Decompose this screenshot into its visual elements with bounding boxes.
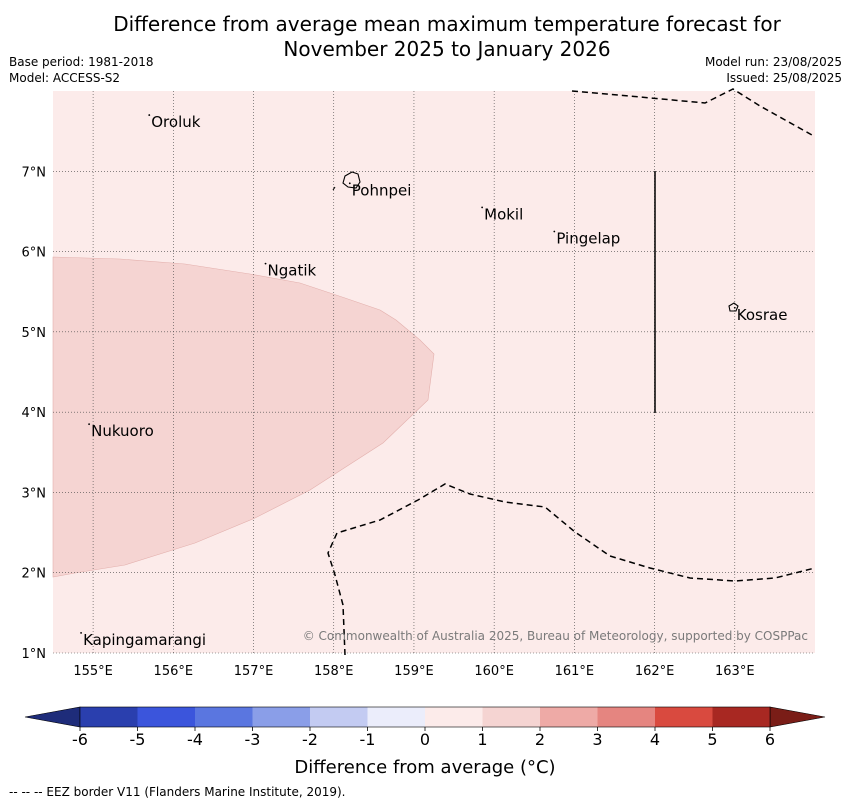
colorbar-bin — [137, 707, 195, 727]
lat-tick-label: 7°N — [22, 165, 47, 180]
base-period: Base period: 1981-2018 — [9, 55, 154, 69]
lon-tick-label: 163°E — [715, 664, 755, 679]
colorbar-bin — [540, 707, 598, 727]
meta-right: Model run: 23/08/2025 Issued: 25/08/2025 — [705, 54, 842, 86]
place-marker — [553, 230, 556, 233]
model-name: Model: ACCESS-S2 — [9, 71, 121, 85]
place-label-pingelap: Pingelap — [556, 230, 620, 248]
colorbar-over-extension — [769, 706, 826, 728]
place-label-mokil: Mokil — [484, 205, 523, 223]
place-label-nukuoro: Nukuoro — [91, 422, 154, 440]
colorbar-tick-label: 5 — [707, 730, 717, 749]
title-line-1: Difference from average mean maximum tem… — [113, 12, 781, 36]
place-marker — [80, 632, 82, 634]
lon-tick-label: 156°E — [154, 664, 194, 679]
lon-tick-label: 160°E — [474, 664, 514, 679]
lon-tick-label: 155°E — [73, 664, 113, 679]
eez-border-south — [327, 483, 816, 656]
pohnpei-island — [342, 171, 361, 189]
colorbar-bin — [195, 707, 253, 727]
colorbar-ticks: -6 -5 -4 -3 -2 -1 0 1 2 3 4 5 6 — [72, 727, 775, 749]
place-label-oroluk: Oroluk — [151, 113, 200, 131]
anomaly-region — [52, 256, 435, 578]
colorbar-bin — [310, 707, 368, 727]
colorbar-label: Difference from average (°C) — [294, 757, 556, 778]
place-marker — [481, 206, 484, 209]
colorbar-tick-label: -3 — [245, 730, 261, 749]
colorbar-under-extension — [24, 706, 81, 728]
lat-tick-label: 1°N — [22, 647, 47, 662]
place-marker — [88, 423, 90, 426]
colorbar-tick-label: -6 — [72, 730, 88, 749]
model-run: Model run: 23/08/2025 — [704, 55, 842, 69]
lat-tick-label: 2°N — [22, 567, 47, 582]
lon-tick-label: 161°E — [555, 664, 595, 679]
footer-note: -- -- -- EEZ border V11 (Flanders Marine… — [9, 785, 346, 799]
lon-tick-label: 157°E — [234, 664, 274, 679]
place-label-ngatik: Ngatik — [268, 262, 317, 280]
longitude-ticks: 155°E 156°E 157°E 158°E 159°E 160°E 161°E 162°E… — [73, 664, 754, 679]
issued-date: Issued: 25/08/2025 — [726, 71, 842, 85]
colorbar-tick-label: 0 — [420, 730, 430, 749]
colorbar-bin — [712, 707, 770, 727]
colorbar-tick-label: 1 — [477, 730, 487, 749]
place-label-kosrae: Kosrae — [737, 306, 788, 324]
colorbar-tick-label: -4 — [187, 730, 203, 749]
place-labels: Oroluk Pohnpei Mokil Pingelap Ngatik Kosrae Nu… — [80, 113, 787, 649]
title-line-2: November 2025 to January 2026 — [283, 37, 611, 61]
colorbar-tick-label: -2 — [302, 730, 318, 749]
colorbar-bin — [367, 707, 425, 727]
colorbar-bin — [597, 707, 655, 727]
place-marker — [733, 306, 736, 309]
colorbar-tick-label: -5 — [130, 730, 146, 749]
lat-tick-label: 3°N — [22, 486, 47, 501]
chart-title: Difference from average mean maximum tem… — [0, 12, 850, 62]
colorbar-tick-label: 6 — [765, 730, 775, 749]
place-label-pohnpei: Pohnpei — [352, 181, 412, 199]
credit-text: © Commonwealth of Australia 2025, Bureau… — [303, 629, 808, 643]
lat-tick-label: 6°N — [22, 246, 47, 261]
place-label-kapingamarangi: Kapingamarangi — [83, 631, 206, 649]
ant-atoll — [332, 186, 336, 191]
colorbar-tick-label: 2 — [535, 730, 545, 749]
lon-tick-label: 162°E — [635, 664, 675, 679]
colorbar-bin — [252, 707, 310, 727]
colorbar-bin — [655, 707, 713, 727]
place-marker — [264, 262, 267, 265]
colorbar-bin — [425, 707, 483, 727]
kosrae-island — [728, 302, 739, 312]
latitude-ticks: 7°N 6°N 5°N 4°N 3°N 2°N 1°N — [22, 165, 47, 662]
colorbar-tick-label: 3 — [592, 730, 602, 749]
colorbar-bin — [80, 707, 138, 727]
place-marker — [148, 114, 151, 116]
lon-tick-label: 158°E — [314, 664, 354, 679]
lat-tick-label: 5°N — [22, 326, 47, 341]
place-marker — [348, 182, 351, 185]
colorbar-tick-label: -1 — [360, 730, 376, 749]
islands — [332, 171, 739, 312]
meta-left: Base period: 1981-2018 Model: ACCESS-S2 — [9, 54, 154, 86]
colorbar-tick-label: 4 — [650, 730, 660, 749]
eez-borders — [327, 88, 816, 656]
colorbar-bin — [482, 707, 540, 727]
colorbar — [24, 706, 826, 728]
lat-tick-label: 4°N — [22, 406, 47, 421]
lon-tick-label: 159°E — [394, 664, 434, 679]
